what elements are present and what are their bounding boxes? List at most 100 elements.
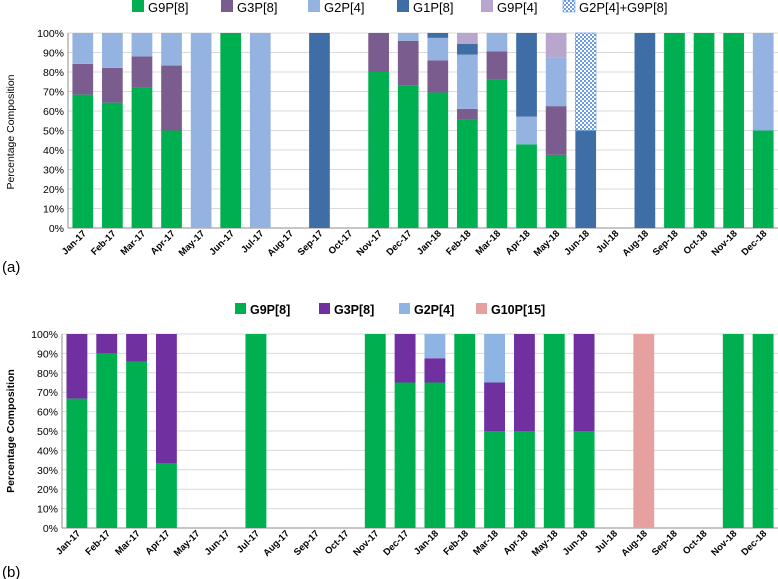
x-tick-label-a-4: May-17 <box>177 228 208 259</box>
bar-a-Apr-17-G9P[8] <box>161 130 182 228</box>
bar-a-Jan-17-G3P[8] <box>72 63 94 95</box>
x-tick-label-b-19: Aug-18 <box>619 528 650 559</box>
x-tick-label-b-8: Sep-17 <box>292 528 322 558</box>
bar-a-Feb-17-G9P[8] <box>102 102 123 228</box>
x-tick-label-b-3: Apr-17 <box>143 528 172 557</box>
bar-a-Jun-18-G2P[4]+G9P[8] <box>575 32 597 131</box>
bar-a-Feb-17-G2P[4] <box>102 33 123 68</box>
x-tick-label-b-18: Jul-18 <box>593 528 620 555</box>
legend-swatch-b-0 <box>235 303 246 314</box>
bar-a-Mar-17-G9P[8] <box>131 87 153 228</box>
bar-b-Jan-18-G3P[8] <box>424 358 446 383</box>
y-tick-label-a-10: 100% <box>37 28 64 40</box>
legend-label-b-2: G2P[4] <box>414 303 454 317</box>
bar-a-Jan-17-G2P[4] <box>72 33 94 64</box>
legend-label-a-3: G1P[8] <box>413 0 453 15</box>
bar-a-Nov-18-G9P[8] <box>723 33 744 228</box>
x-tick-label-a-6: Jul-17 <box>239 228 266 255</box>
x-tick-label-a-10: Nov-17 <box>355 228 385 258</box>
legend-swatch-a-3 <box>397 0 409 12</box>
bar-b-Jul-17-G9P[8] <box>245 334 267 528</box>
y-tick-label-a-0: 0% <box>49 223 64 235</box>
x-tick-label-b-16: May-18 <box>530 528 561 559</box>
bar-b-Apr-17-G9P[8] <box>155 463 177 528</box>
bar-b-Mar-18-G2P[4] <box>484 334 506 383</box>
bar-a-Feb-18-G9P[4] <box>457 33 478 44</box>
bar-b-Dec-18-G9P[8] <box>752 334 774 528</box>
x-tick-label-a-5: Jun-17 <box>207 228 236 257</box>
bar-a-Feb-17-G3P[8] <box>102 67 123 103</box>
y-tick-label-a-6: 60% <box>43 106 64 118</box>
x-tick-label-b-17: Jun-18 <box>561 528 590 557</box>
bar-a-Mar-17-G3P[8] <box>131 56 153 88</box>
y-axis-label-b: Percentage Composition <box>5 369 17 493</box>
y-tick-label-b-9: 90% <box>37 348 58 360</box>
legend-a: G9P[8] G3P[8] G2P[4] G1P[8] G9P[4] G2P[4]+G9P… <box>132 0 668 15</box>
bar-b-Nov-17-G9P[8] <box>364 334 386 528</box>
y-tick-label-a-7: 70% <box>43 87 64 99</box>
y-tick-label-b-3: 30% <box>37 465 58 477</box>
legend-swatch-b-3 <box>476 303 487 314</box>
bar-a-Dec-17-G3P[8] <box>397 40 419 86</box>
y-tick-label-a-3: 30% <box>43 165 64 177</box>
bar-a-Jan-18-G2P[4] <box>427 37 449 61</box>
bar-a-Oct-18-G9P[8] <box>693 33 715 228</box>
y-tick-label-b-5: 50% <box>37 426 58 438</box>
y-tick-label-b-6: 60% <box>37 407 58 419</box>
y-tick-label-a-8: 80% <box>43 67 64 79</box>
y-tick-label-a-1: 10% <box>43 204 64 216</box>
x-tick-label-a-9: Oct-17 <box>326 228 355 257</box>
panel-label-a: (a) <box>2 259 20 276</box>
panel-label-b: (b) <box>2 564 20 579</box>
bar-b-Aug-18-G10P[15] <box>633 334 655 528</box>
legend-label-a-4: G9P[4] <box>497 0 537 15</box>
bar-a-Dec-17-G9P[8] <box>397 85 419 229</box>
bar-b-Feb-17-G3P[8] <box>96 334 118 354</box>
bar-a-May-17-G2P[4] <box>190 33 212 228</box>
x-tick-label-a-18: Jul-18 <box>594 228 621 255</box>
legend-label-a-1: G3P[8] <box>237 0 277 15</box>
x-tick-label-a-21: Oct-18 <box>681 228 710 257</box>
bar-b-Apr-18-G3P[8] <box>513 334 535 431</box>
bar-a-May-18-G9P[4] <box>545 33 567 58</box>
x-tick-label-b-12: Jan-18 <box>412 528 441 557</box>
bar-a-Dec-18-G2P[4] <box>752 33 774 131</box>
bar-a-Feb-18-G1P[8] <box>457 43 478 55</box>
bar-a-Jul-17-G2P[4] <box>249 33 271 228</box>
legend-label-a-0: G9P[8] <box>148 0 188 15</box>
bar-a-Jan-17-G9P[8] <box>72 94 94 229</box>
bar-a-Apr-17-G3P[8] <box>161 65 182 131</box>
bar-b-Mar-18-G9P[8] <box>484 431 506 528</box>
legend-swatch-b-2 <box>399 303 410 314</box>
x-tick-label-b-15: Apr-18 <box>501 528 530 557</box>
bar-a-Jan-18-G3P[8] <box>427 60 449 93</box>
legend-label-a-2: G2P[4] <box>324 0 364 15</box>
x-tick-label-a-0: Jan-17 <box>60 228 89 257</box>
bar-a-May-18-G3P[8] <box>545 106 567 155</box>
x-tick-label-a-8: Sep-17 <box>296 228 326 258</box>
bar-b-Jun-18-G3P[8] <box>573 334 595 431</box>
x-tick-label-b-9: Oct-17 <box>323 528 352 557</box>
bar-b-Jun-18-G9P[8] <box>573 431 595 528</box>
x-tick-label-b-20: Sep-18 <box>650 528 680 558</box>
x-tick-label-a-7: Aug-17 <box>265 228 296 259</box>
x-tick-label-a-19: Aug-18 <box>620 228 651 259</box>
y-axis-label-a: Percentage Composition <box>5 74 17 189</box>
bar-a-Apr-17-G2P[4] <box>161 33 182 66</box>
legend-swatch-a-1 <box>221 0 233 12</box>
y-tick-label-b-4: 40% <box>37 445 58 457</box>
y-tick-label-b-0: 0% <box>43 523 58 535</box>
bar-b-Feb-18-G9P[8] <box>454 334 476 528</box>
bar-b-Feb-17-G9P[8] <box>96 353 118 528</box>
legend-label-b-1: G3P[8] <box>334 303 374 317</box>
x-tick-label-a-3: Apr-17 <box>149 228 178 257</box>
bar-a-Jun-18-G1P[8] <box>575 130 597 228</box>
bar-a-Sep-17-G1P[8] <box>309 33 330 228</box>
bar-b-Jan-18-G9P[8] <box>424 382 446 528</box>
x-tick-label-b-0: Jan-17 <box>54 528 83 557</box>
x-tick-label-a-11: Dec-17 <box>385 228 415 258</box>
bar-b-Jan-18-G2P[4] <box>424 334 446 359</box>
x-tick-label-b-7: Aug-17 <box>261 528 292 559</box>
bar-a-Jun-17-G9P[8] <box>220 33 242 228</box>
